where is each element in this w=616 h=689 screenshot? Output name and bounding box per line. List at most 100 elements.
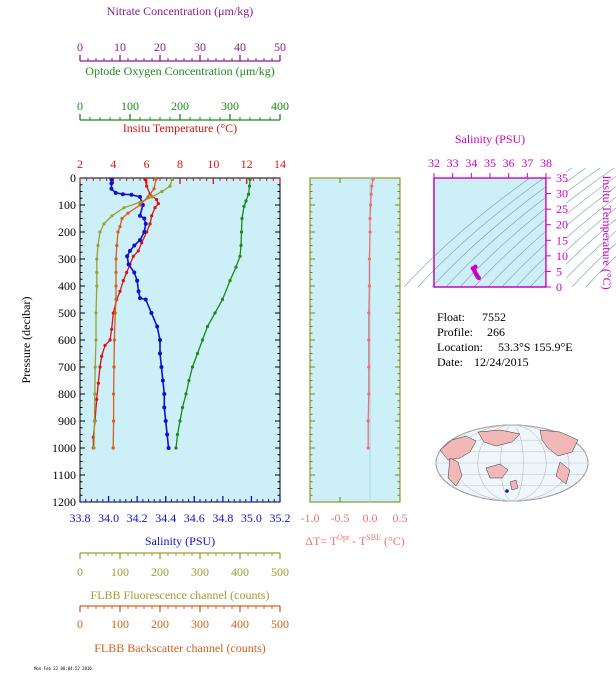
fluorescence-point [92, 419, 96, 423]
backscatter-tick-label: 300 [191, 617, 209, 631]
backscatter-point [116, 230, 120, 234]
oxygen-point [242, 204, 246, 208]
backscatter-tick-label: 100 [111, 617, 129, 631]
oxygen-point [240, 216, 244, 221]
temperature-point [103, 343, 107, 347]
salinity-point [163, 419, 168, 423]
delta-t-point [370, 184, 374, 188]
salinity-axis-title: Salinity (PSU) [145, 534, 215, 548]
backscatter-point [112, 338, 116, 342]
temperature-point [110, 327, 114, 331]
backscatter-point [154, 177, 158, 181]
y-axis-title: Pressure (decibar) [19, 297, 33, 384]
salinity-point [125, 254, 130, 259]
salinity-point [142, 216, 147, 221]
temperature-point [155, 198, 159, 202]
fluorescence-point [122, 206, 126, 210]
salinity-tick-label: 34.6 [184, 511, 205, 525]
salinity-point [138, 194, 142, 199]
footer-timestamp: Mon Feb 22 08:04:52 2016 [34, 666, 92, 671]
oxygen-point [175, 432, 180, 437]
salinity-point [142, 230, 147, 234]
ts-point [476, 275, 481, 281]
date-label: Date: [437, 355, 463, 369]
nitrate-tick-label: 50 [274, 40, 286, 54]
oxygen-point [239, 243, 243, 248]
fluorescence-point [150, 195, 154, 199]
profile-label: Profile: [437, 325, 473, 339]
backscatter-point [126, 211, 130, 215]
oxygen-tick-label: 100 [121, 99, 139, 113]
y-tick-label: 1100 [52, 468, 76, 482]
salinity-point [138, 238, 142, 243]
salinity-point [143, 297, 148, 302]
globe-float-marker [505, 489, 509, 493]
temperature-tick-label: 2 [77, 157, 83, 171]
salinity-point [135, 278, 140, 283]
oxygen-point [228, 279, 232, 283]
temperature-point [136, 249, 140, 253]
temperature-point [95, 397, 99, 401]
salinity-point [109, 181, 114, 186]
ts-plot-area [433, 177, 547, 288]
ts-x-tick-label: 38 [540, 156, 552, 170]
temperature-tick-label: 14 [274, 157, 286, 171]
y-tick-label: 900 [58, 414, 76, 428]
delta-t-point [368, 230, 372, 234]
temperature-tick-label: 4 [110, 157, 116, 171]
ts-x-tick-label: 35 [484, 156, 496, 170]
fluorescence-tick-label: 400 [231, 565, 249, 579]
salinity-point [166, 446, 171, 450]
profile-value: 266 [487, 325, 505, 339]
temperature-tick-label: 6 [144, 157, 150, 171]
fluorescence-point [94, 338, 98, 342]
delta-t-tick-label: 0.5 [393, 511, 408, 525]
delta-t-line [367, 179, 374, 448]
delta-t-point [369, 192, 373, 196]
backscatter-tick-label: 0 [77, 617, 83, 631]
location-label: Location: [437, 340, 483, 354]
oxygen-point [205, 324, 210, 329]
salinity-point [138, 296, 142, 301]
fluorescence-point [168, 184, 172, 188]
salinity-tick-label: 34.4 [155, 511, 176, 525]
temperature-point [121, 279, 125, 283]
fluorescence-point [95, 257, 99, 261]
fluorescence-point [95, 284, 99, 288]
temperature-tick-label: 12 [241, 157, 253, 171]
oxygen-point [247, 184, 252, 188]
y-tick-label: 400 [58, 279, 76, 293]
delta-t-tick-label: 0.0 [363, 511, 378, 525]
y-tick-label: 1000 [52, 441, 76, 455]
temperature-point [153, 206, 157, 210]
y-tick-label: 1200 [52, 495, 76, 509]
salinity-point [158, 351, 162, 356]
ts-x-tick-label: 34 [465, 156, 477, 170]
salinity-point [158, 338, 162, 342]
ts-y-tick-label: 15 [556, 233, 568, 247]
fluorescence-tick-label: 500 [271, 565, 289, 579]
y-tick-label: 0 [70, 171, 76, 185]
salinity-point [155, 324, 160, 329]
backscatter-point [111, 446, 115, 450]
temperature-point [131, 254, 135, 258]
backscatter-tick-label: 200 [151, 617, 169, 631]
y-tick-label: 100 [58, 198, 76, 212]
ts-y-tick-label: 25 [556, 202, 568, 216]
oxygen-point [180, 405, 185, 410]
oxygen-tick-label: 0 [77, 99, 83, 113]
temperature-point [108, 338, 112, 342]
salinity-point [159, 365, 164, 369]
delta-t-point [367, 365, 371, 369]
y-tick-label: 300 [58, 252, 76, 266]
fluorescence-point [98, 230, 102, 234]
oxygen-point [178, 419, 182, 423]
oxygen-point [200, 338, 205, 342]
ts-point [472, 269, 477, 274]
oxygen-point [220, 297, 225, 302]
ts-isopleth-line [571, 243, 616, 288]
fluorescence-point [93, 365, 97, 369]
ts-isopleth-line [417, 167, 559, 288]
ts-y-tick-label: 35 [556, 171, 568, 185]
